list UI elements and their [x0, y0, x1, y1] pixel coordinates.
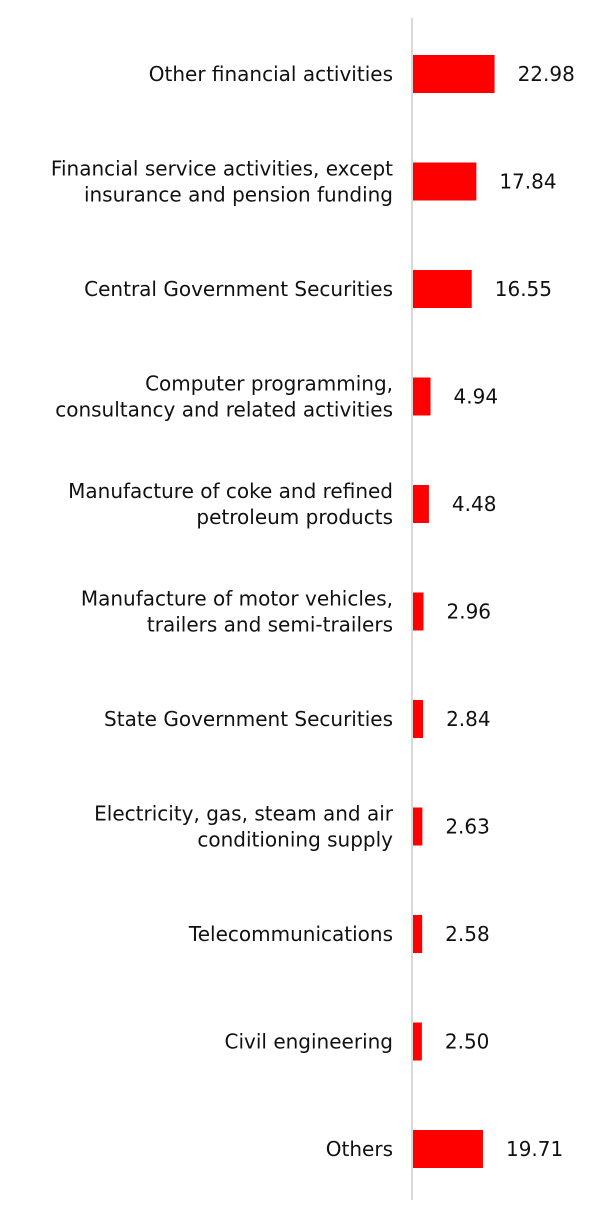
bar: [413, 807, 423, 846]
category-label: Telecommunications: [188, 922, 393, 946]
value-label: 4.48: [452, 492, 497, 516]
bars-group: [413, 55, 495, 1168]
value-label: 16.55: [495, 277, 552, 301]
value-label: 4.94: [454, 385, 499, 409]
value-label: 2.58: [445, 922, 490, 946]
value-label: 19.71: [506, 1137, 563, 1161]
category-label: Other financial activities: [149, 62, 393, 86]
value-label: 22.98: [518, 62, 575, 86]
category-label-line: Others: [326, 1137, 393, 1161]
category-label: Others: [326, 1137, 393, 1161]
category-label-line: Manufacture of motor vehicles,: [81, 587, 393, 611]
bar: [413, 1130, 483, 1168]
value-labels-group: 22.98 17.84 16.55 4.94 4.48 2.96 2.84 2.63 2.58 2…: [445, 62, 575, 1161]
category-label-line: Civil engineering: [225, 1030, 394, 1054]
bar: [413, 270, 472, 308]
category-label-line: Electricity, gas, steam and air: [94, 802, 394, 826]
bar: [413, 1022, 422, 1061]
value-label: 2.50: [445, 1030, 490, 1054]
category-label: Manufacture of motor vehicles, trailers a…: [81, 587, 393, 637]
category-label: Central Government Securities: [84, 277, 393, 301]
category-label-line: consultancy and related activities: [55, 398, 393, 422]
value-label: 17.84: [499, 170, 556, 194]
bar: [413, 915, 423, 953]
category-label-line: Other financial activities: [149, 62, 393, 86]
value-label: 2.96: [447, 600, 492, 624]
category-label-line: insurance and pension funding: [84, 183, 393, 207]
category-label-line: Manufacture of coke and refined: [68, 479, 393, 503]
category-label: Computer programming, consultancy and rel…: [55, 372, 393, 422]
bar: [413, 162, 477, 201]
category-label-line: trailers and semi-trailers: [147, 613, 393, 637]
bar: [413, 55, 495, 93]
category-labels-group: Other financial activities Financial serv…: [51, 62, 394, 1161]
value-label: 2.63: [445, 815, 490, 839]
category-label-line: conditioning supply: [197, 828, 393, 852]
bar: [413, 485, 429, 523]
category-label: State Government Securities: [104, 707, 393, 731]
bar: [413, 592, 424, 631]
category-label-line: petroleum products: [196, 505, 393, 529]
bar: [413, 377, 431, 416]
category-label-line: Financial service activities, except: [51, 157, 393, 181]
category-label: Civil engineering: [225, 1030, 394, 1054]
value-label: 2.84: [446, 707, 491, 731]
category-label-line: State Government Securities: [104, 707, 393, 731]
category-label-line: Computer programming,: [145, 372, 393, 396]
category-label: Manufacture of coke and refined petroleum…: [68, 479, 393, 529]
bar: [413, 700, 424, 738]
category-label-line: Telecommunications: [188, 922, 393, 946]
category-label: Electricity, gas, steam and air condition…: [94, 802, 394, 852]
category-label: Financial service activities, except insu…: [51, 157, 393, 207]
category-label-line: Central Government Securities: [84, 277, 393, 301]
